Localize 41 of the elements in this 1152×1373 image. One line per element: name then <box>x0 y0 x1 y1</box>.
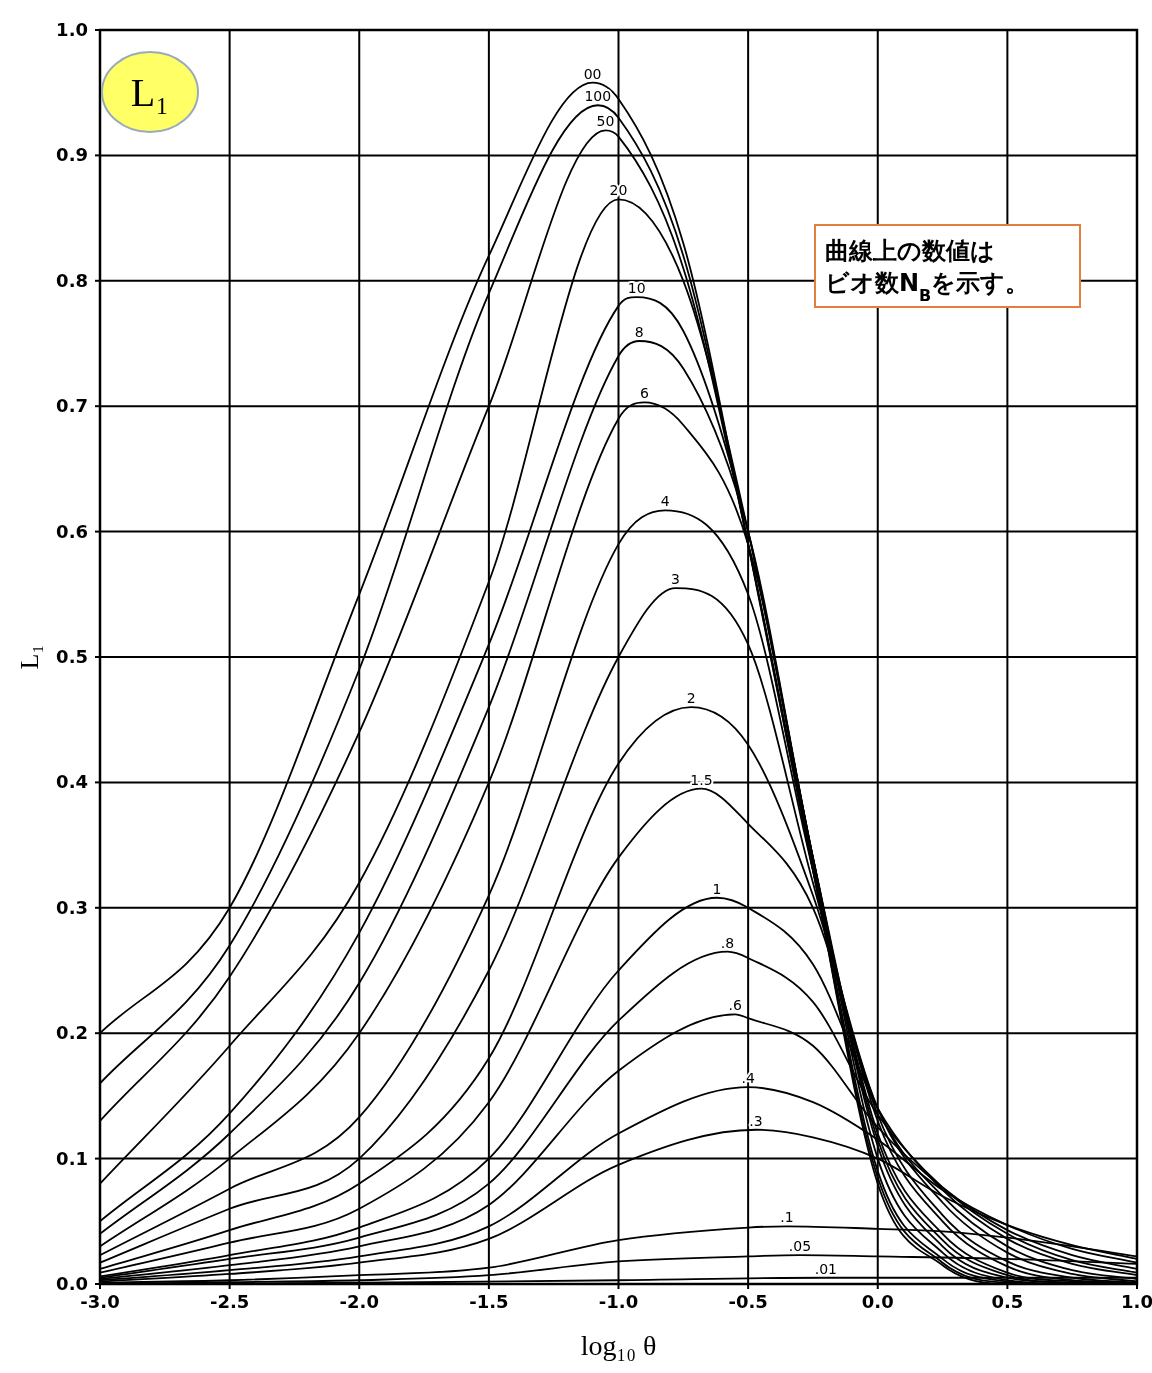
x-tick-label: -2.0 <box>339 1291 379 1312</box>
y-axis-title: L₁ <box>15 644 44 670</box>
series-label: .05 <box>788 1238 812 1255</box>
y-tick-label: 0.1 <box>56 1147 88 1169</box>
x-tick-label: -0.5 <box>728 1291 768 1312</box>
y-tick-label: 0.2 <box>56 1022 88 1044</box>
x-axis-title: log₁₀ θ <box>580 1330 657 1361</box>
y-tick-label: 0.6 <box>56 520 88 542</box>
x-tick-label: -3.0 <box>80 1291 120 1312</box>
series-label: 1 <box>712 880 722 897</box>
annotation: ビオ数N$_{B}$を示す。 <box>825 269 1030 305</box>
text: L₁ <box>130 70 170 115</box>
series-label: 100 <box>584 88 612 105</box>
series-label: 8 <box>634 323 644 340</box>
series-label: .1 <box>780 1209 794 1226</box>
y-tick-label: 0.9 <box>56 144 88 166</box>
x-tick-label: -2.5 <box>209 1291 250 1312</box>
x-tick-label: -1.0 <box>598 1291 639 1312</box>
series-label: .6 <box>728 997 742 1014</box>
x-tick-label: -1.5 <box>469 1291 509 1312</box>
y-tick-label: 1.0 <box>56 19 88 40</box>
y-tick-label: 0.3 <box>56 896 88 918</box>
x-tick-label: 0.5 <box>991 1291 1024 1312</box>
y-tick-label: 0.5 <box>56 646 88 667</box>
series-label: .8 <box>720 934 735 951</box>
annotation: 曲線上の数値は <box>825 237 995 265</box>
y-tick-label: 0.0 <box>56 1273 88 1294</box>
series-label: 6 <box>639 385 649 402</box>
series-label: 4 <box>660 493 670 510</box>
y-tick-label: 0.4 <box>56 771 88 793</box>
y-tick-label: 0.8 <box>56 269 88 291</box>
series-label: 50 <box>596 113 615 130</box>
series-label: .01 <box>814 1260 838 1277</box>
series-label: 2 <box>686 690 696 707</box>
series-label: .3 <box>749 1112 763 1129</box>
x-tick-label: 1.0 <box>1121 1291 1152 1312</box>
series-label: 10 <box>627 280 646 297</box>
series-label: 3 <box>671 571 680 588</box>
y-tick-label: 0.7 <box>56 395 88 417</box>
series-label: 00 <box>583 65 602 82</box>
x-tick-label: 0.0 <box>861 1291 894 1312</box>
